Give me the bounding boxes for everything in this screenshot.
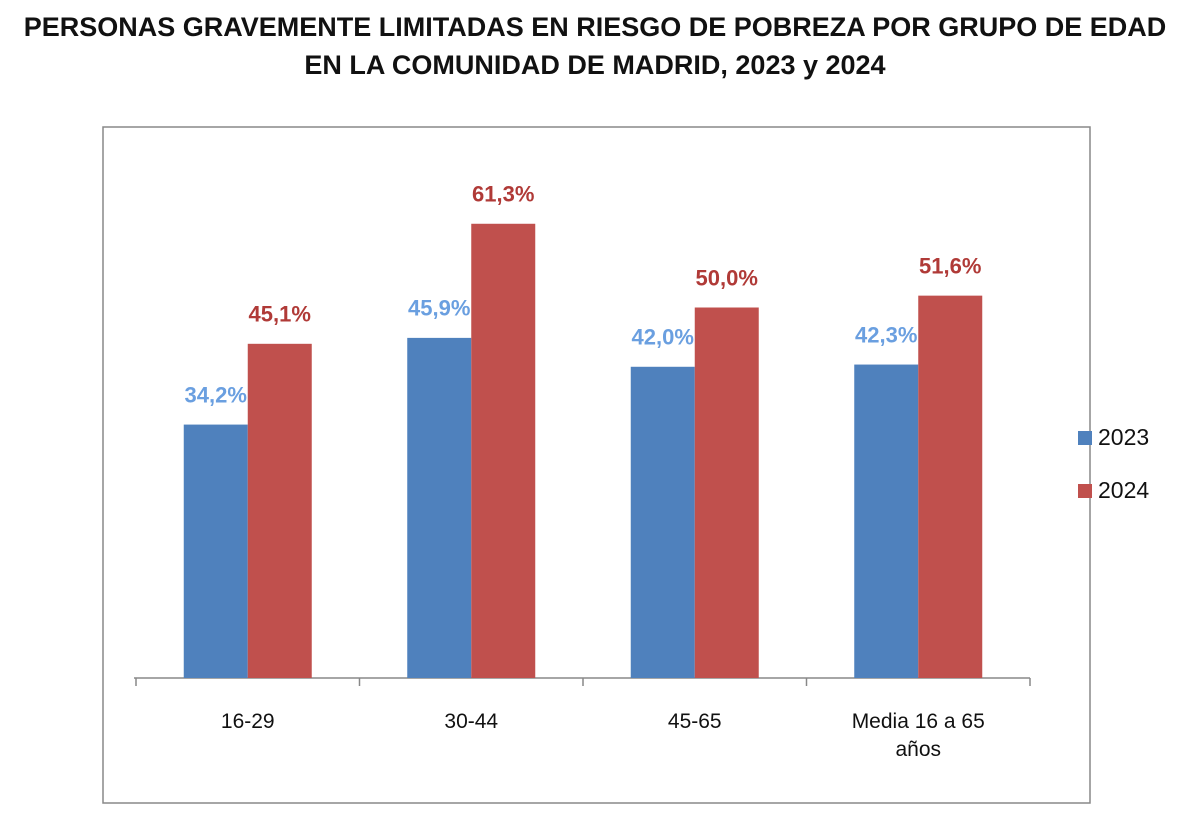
bar [918, 295, 983, 678]
chart-frame [102, 126, 1091, 804]
legend-swatch [1078, 484, 1092, 498]
x-tick-label: Media 16 a 65 años [851, 710, 985, 761]
legend-label: 2023 [1098, 424, 1149, 450]
chart-title: PERSONAS GRAVEMENTE LIMITADAS EN RIESGO … [23, 12, 1167, 80]
bar [630, 366, 695, 678]
value-label: 51,6% [919, 253, 981, 278]
legend-label: 2024 [1098, 477, 1149, 503]
x-tick-label: 45-65 [667, 710, 722, 733]
value-label: 42,3% [855, 322, 917, 347]
value-label: 45,9% [408, 296, 470, 321]
value-label: 61,3% [472, 182, 534, 207]
bar [247, 343, 312, 678]
bar [183, 424, 248, 678]
bar [471, 223, 536, 678]
value-label: 50,0% [696, 265, 758, 290]
value-label: 34,2% [185, 382, 247, 407]
x-tick-label: 30-44 [444, 710, 499, 733]
x-tick-label: 16-29 [220, 710, 275, 733]
bar [694, 307, 759, 678]
bar [407, 337, 472, 678]
value-label: 45,1% [249, 302, 311, 327]
value-label: 42,0% [632, 325, 694, 350]
legend-swatch [1078, 431, 1092, 445]
bar [854, 364, 919, 678]
